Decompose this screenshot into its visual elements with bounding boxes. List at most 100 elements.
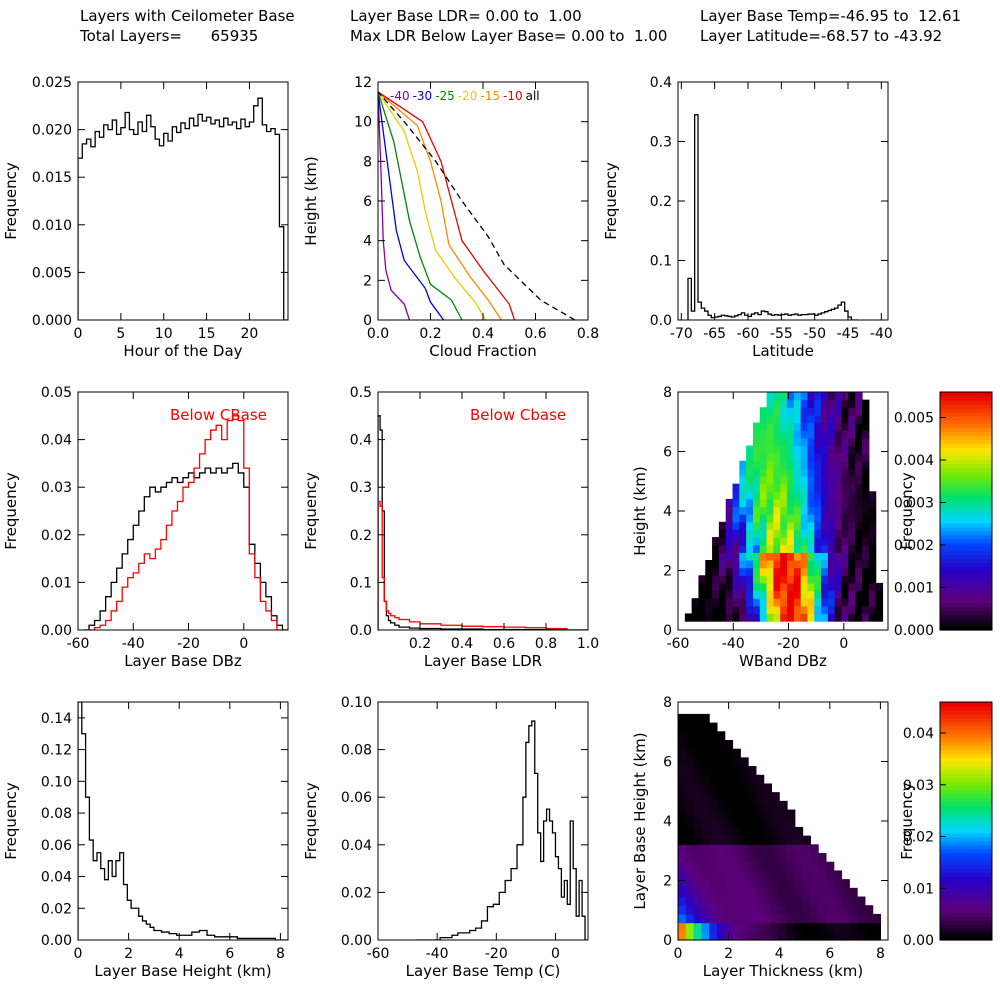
wband-cell [752, 529, 761, 538]
wband-cell [780, 598, 788, 607]
thickness-cell [716, 800, 726, 811]
wband-cell [834, 567, 843, 576]
wband-cell [712, 590, 720, 599]
thickness-cell [724, 913, 734, 924]
wband-cell [834, 430, 843, 439]
wband-cell [855, 598, 863, 607]
wband-cell [739, 529, 747, 538]
thickness-cell [740, 905, 749, 915]
thickness-xtick-label: 8 [876, 946, 885, 962]
thickness-colorbar-step [940, 924, 992, 929]
wband-colorbar-tick-label: 0.000 [894, 623, 934, 639]
dbz-xtick-label: 0 [239, 636, 248, 652]
thickness-colorbar-step [940, 836, 992, 842]
wband-cell [800, 590, 809, 599]
wband-cell [725, 598, 734, 607]
wband-cell [712, 605, 720, 615]
thickness-cell [732, 879, 741, 889]
wband-cell [800, 414, 809, 424]
wband-colorbar-step [940, 419, 992, 425]
height-xtick-label: 0 [74, 946, 83, 962]
wband-cell [787, 414, 795, 424]
wband-cell [868, 506, 877, 515]
wband-cell [848, 575, 856, 584]
thickness-cell [693, 766, 702, 776]
wband-cell [827, 521, 836, 531]
thickness-cell [864, 922, 874, 932]
thickness-cell [786, 809, 796, 819]
wband-cell [780, 605, 788, 615]
thickness-cell [794, 870, 804, 880]
wband-cell [848, 613, 856, 622]
wband-colorbar-step [940, 475, 992, 480]
thickness-cell [716, 905, 726, 915]
thickness-cell [709, 774, 718, 785]
thickness-cell [857, 905, 866, 915]
wband-cell [766, 613, 775, 622]
wband-cell [746, 605, 754, 615]
legend-entry-all: all [526, 89, 540, 103]
latitude-ytick-label: 0.0 [650, 313, 672, 329]
thickness-cell [802, 861, 811, 872]
wband-cell [793, 529, 802, 538]
wband-cell [800, 468, 809, 477]
wband-cell [787, 445, 795, 454]
wband-cell [766, 552, 775, 561]
thickness-cell [748, 844, 757, 854]
wband-cell [712, 582, 720, 592]
thickness-cell [693, 774, 702, 785]
wband-cell [807, 460, 815, 469]
wband-cell [841, 598, 849, 607]
thickness-cell [701, 896, 710, 906]
thickness-cell [709, 835, 718, 845]
thickness-cell [732, 792, 741, 802]
wband-cell [814, 590, 822, 599]
thickness-cell [709, 826, 718, 837]
thickness-cell [779, 913, 788, 924]
wband-cell [787, 567, 795, 576]
wband-cell [841, 407, 849, 416]
wband-colorbar-step [940, 602, 992, 607]
wband-cell [718, 598, 727, 607]
wband-cell [739, 506, 747, 515]
wband-cell [827, 392, 836, 401]
thickness-cell [701, 783, 710, 793]
thickness-cell [771, 818, 780, 828]
wband-cell [862, 559, 870, 569]
wband-cell [787, 430, 795, 439]
wband-cell [759, 430, 768, 439]
thickness-cell [849, 905, 858, 915]
wband-cell [793, 613, 802, 622]
thickness-cell [810, 913, 819, 924]
wband-colorbar-label: Frequency [898, 472, 916, 550]
wband-colorbar-step [940, 590, 992, 595]
wband-cell [848, 468, 856, 477]
thickness-cell [825, 870, 835, 880]
thickness-colorbar-step [940, 773, 992, 778]
legend-entry-15: -15 [480, 89, 500, 103]
wband-colorbar-step [940, 582, 992, 587]
wband-cell [712, 567, 720, 576]
wband-cell [841, 582, 849, 592]
thickness-cell [693, 870, 702, 880]
thickness-cell [693, 800, 702, 811]
wband-cell [787, 483, 795, 492]
thickness-cell [748, 870, 757, 880]
thickness-cell [701, 905, 710, 915]
wband-cell [787, 460, 795, 469]
wband-cell [841, 430, 849, 439]
thickness-cell [740, 792, 749, 802]
thickness-cell [833, 913, 843, 924]
thickness-cell [755, 792, 765, 802]
thickness-cell [716, 931, 726, 941]
wband-colorbar-tick-label: 0.004 [894, 453, 934, 469]
thickness-cell [802, 922, 811, 932]
wband-cell [787, 582, 795, 592]
wband-cell [766, 430, 775, 439]
wband-cell [841, 437, 849, 447]
thickness-cell [802, 879, 811, 889]
thickness-cell [716, 739, 726, 750]
wband-cell [814, 453, 822, 462]
thickness-cell [755, 818, 765, 828]
wband-cell [868, 498, 877, 508]
